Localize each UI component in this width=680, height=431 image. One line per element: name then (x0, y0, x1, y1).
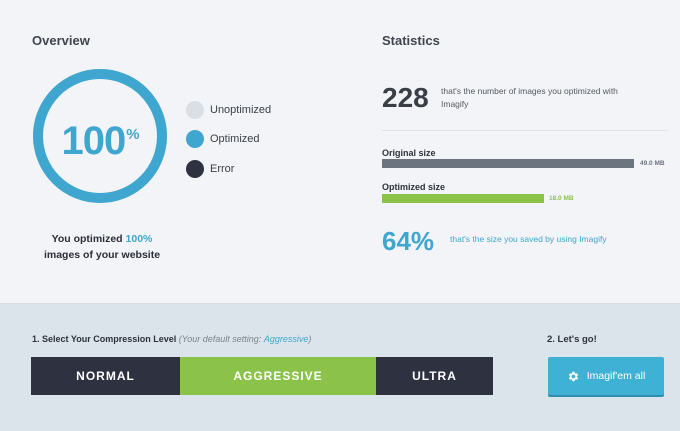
imagify-all-label: Imagif'em all (586, 370, 646, 382)
legend-unoptimized: Unoptimized (186, 101, 271, 119)
summary-prefix: You optimized (51, 233, 123, 245)
lets-go-heading: 2. Let's go! (547, 334, 597, 345)
compression-heading: 1. Select Your Compression Level (Your d… (32, 334, 311, 344)
overview-title: Overview (32, 33, 90, 48)
divider (382, 130, 668, 131)
level-normal-button[interactable]: NORMAL (31, 357, 180, 395)
optimized-dot-icon (186, 130, 204, 148)
percent-symbol: % (126, 126, 139, 143)
summary-suffix: images of your website (43, 249, 161, 261)
percent-value: 100 (61, 119, 126, 163)
original-size-value: 49.0 MB (640, 160, 665, 167)
compression-level-selector: NORMAL AGGRESSIVE ULTRA (31, 357, 493, 395)
optimized-summary: You optimized 100% images of your websit… (32, 231, 172, 263)
legend-label: Optimized (210, 133, 260, 145)
unoptimized-dot-icon (186, 101, 204, 119)
saved-percent: 64% (382, 226, 435, 256)
optimized-count: 228 (382, 82, 429, 113)
overview-statistics-panel (0, 303, 680, 304)
optimized-count-description: that's the number of images you optimize… (441, 86, 618, 109)
level-ultra-button[interactable]: ULTRA (376, 357, 493, 395)
summary-value: 100% (125, 233, 153, 245)
optimization-donut-chart (33, 69, 167, 203)
optimized-size-bar (382, 194, 544, 203)
error-dot-icon (186, 160, 204, 178)
gear-icon (568, 371, 578, 381)
original-size-bar (382, 159, 634, 168)
compression-heading-text: 1. Select Your Compression Level (32, 334, 177, 344)
level-aggressive-button[interactable]: AGGRESSIVE (180, 357, 376, 395)
legend-label: Unoptimized (210, 104, 272, 116)
legend-optimized: Optimized (186, 130, 260, 148)
optimized-size-label: Optimized size (382, 182, 446, 192)
donut-optimized-arc (33, 69, 167, 203)
default-setting-close: ) (308, 334, 312, 344)
optimized-percent: 100% (32, 119, 168, 164)
default-setting-note: (Your default setting: (178, 334, 262, 344)
statistics-title: Statistics (382, 33, 440, 48)
saved-description: that's the size you saved by using Imagi… (450, 234, 607, 244)
legend-error: Error (186, 160, 234, 178)
legend-label: Error (210, 163, 235, 175)
default-setting-link[interactable]: Aggressive (263, 334, 309, 344)
original-size-label: Original size (382, 148, 436, 158)
optimized-size-value: 18.0 MB (549, 195, 574, 202)
imagify-all-button[interactable]: Imagif'em all (548, 357, 664, 395)
